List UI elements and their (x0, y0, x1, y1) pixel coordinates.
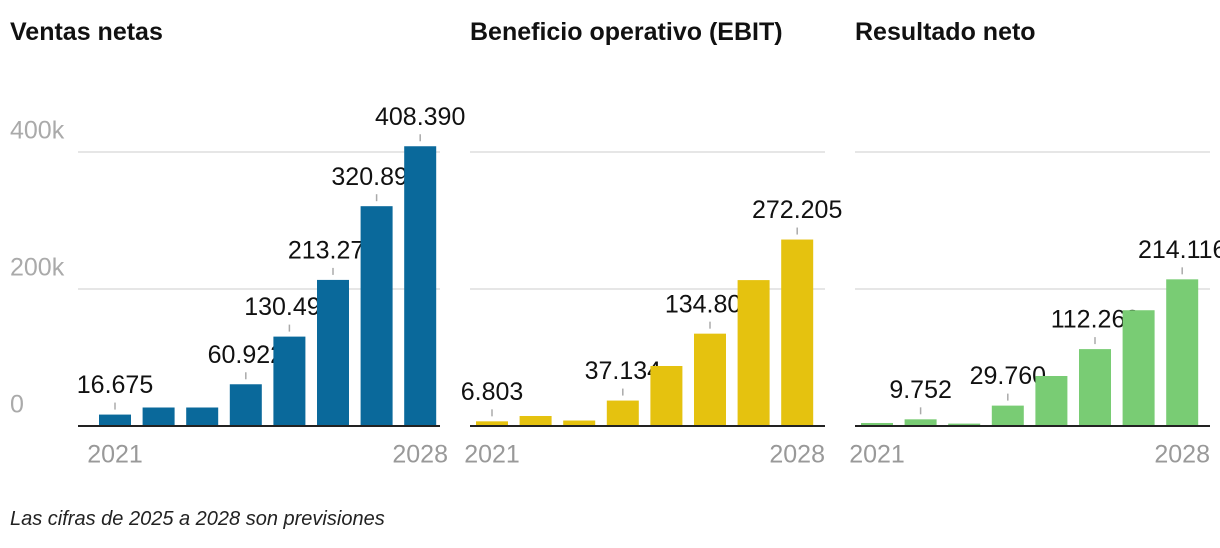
value-label: 29.760 (970, 362, 1046, 390)
bar (317, 279, 349, 426)
value-label: 9.752 (889, 376, 952, 404)
charts: 0200k400k202116.67560.922130.497213.2743… (10, 102, 1220, 469)
chart-title: Beneficio operativo (EBIT) (470, 18, 783, 46)
bar (142, 407, 175, 426)
bar (1035, 375, 1068, 426)
bar (476, 421, 508, 426)
x-tick-label: 2021 (849, 441, 905, 469)
footnote: Las cifras de 2025 a 2028 son previsione… (10, 508, 385, 530)
bar (563, 420, 596, 426)
bar (1122, 310, 1155, 426)
x-tick-label: 2028 (392, 441, 448, 469)
value-label: 6.803 (461, 378, 524, 406)
bar (99, 414, 131, 426)
y-tick-label: 0 (10, 391, 24, 419)
value-label: 214.116 (1138, 236, 1220, 264)
chart-title: Ventas netas (10, 18, 163, 46)
bar (273, 336, 306, 426)
bar (861, 422, 893, 426)
bar (186, 407, 219, 426)
bar (904, 419, 937, 426)
bar (229, 384, 262, 426)
bar (1166, 279, 1199, 426)
x-tick-label: 2028 (1154, 441, 1210, 469)
bar (737, 280, 770, 426)
value-label: 272.205 (752, 196, 842, 224)
bar (650, 365, 683, 426)
x-tick-label: 2028 (769, 441, 825, 469)
bar (519, 415, 552, 426)
value-label: 37.134 (585, 357, 662, 385)
x-tick-label: 2021 (464, 441, 520, 469)
chart-title: Resultado neto (855, 18, 1036, 46)
value-label: 408.390 (375, 103, 465, 131)
bar (781, 239, 814, 426)
bar (404, 146, 437, 426)
value-label: 16.675 (77, 371, 153, 399)
y-tick-label: 400k (10, 117, 65, 145)
y-tick-label: 200k (10, 254, 65, 282)
bar (991, 405, 1024, 426)
bar (694, 333, 726, 426)
bar (360, 206, 393, 426)
bar (1079, 349, 1111, 426)
value-label: 60.922 (208, 341, 284, 369)
bar (606, 400, 639, 426)
x-tick-label: 2021 (87, 441, 143, 469)
bar (948, 423, 981, 426)
